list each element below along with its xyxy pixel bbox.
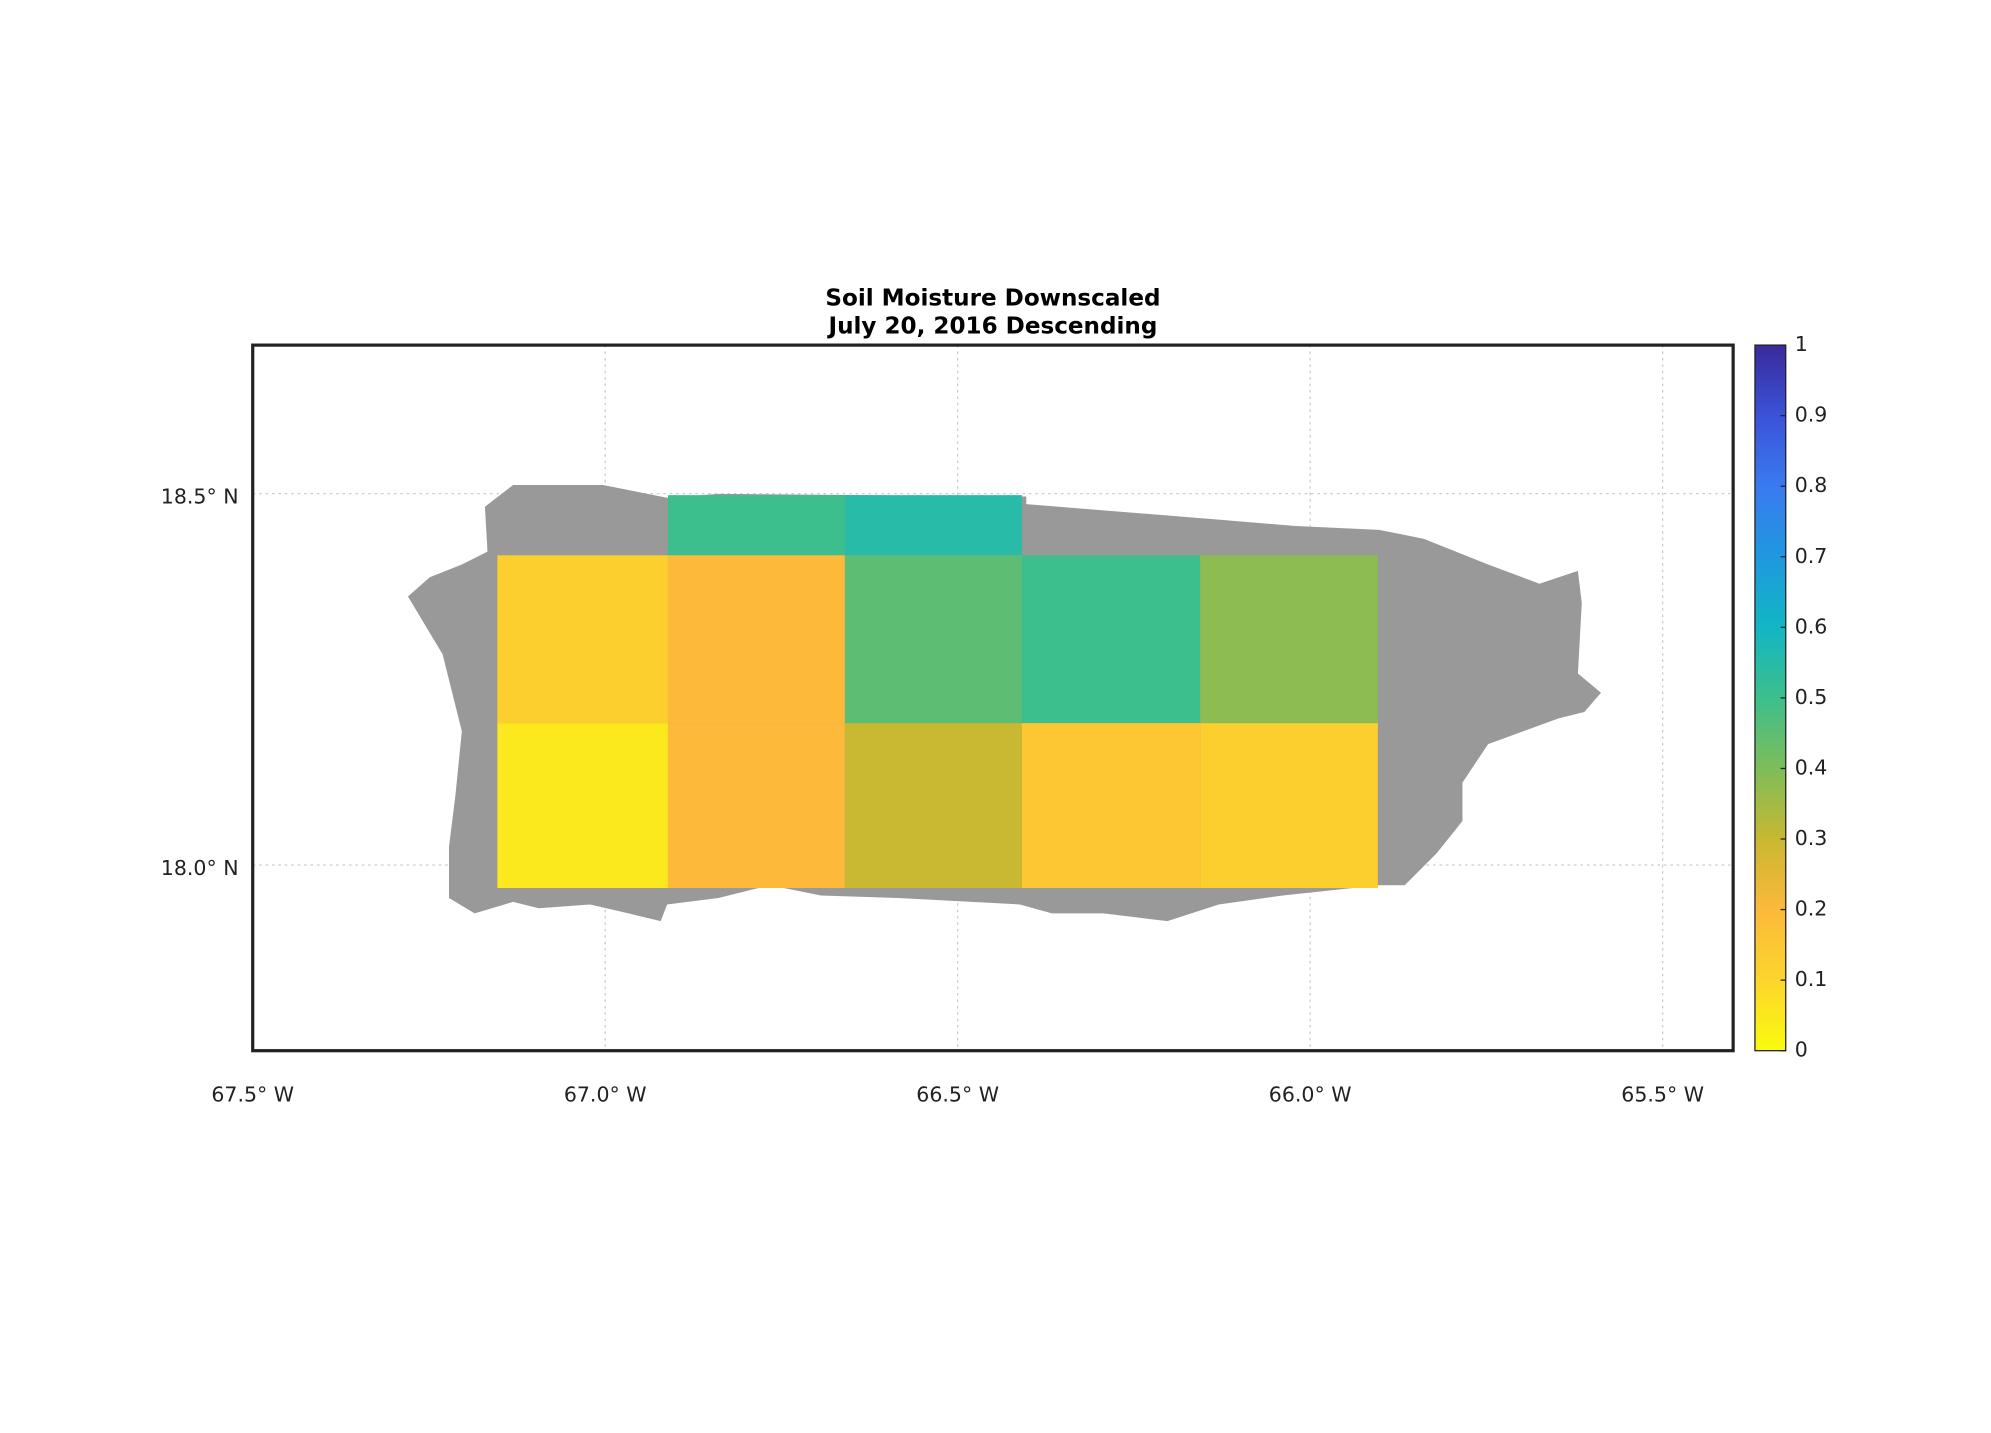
cell (1200, 555, 1378, 724)
x-tick-label: 66.0° W (1269, 1083, 1352, 1107)
colorbar-tick-label: 0.2 (1795, 897, 1828, 921)
colorbar-tick-label: 0 (1795, 1038, 1808, 1062)
colorbar-tick-label: 0.5 (1795, 685, 1828, 709)
x-tick-label: 67.0° W (564, 1083, 647, 1107)
chart-subtitle: July 20, 2016 Descending (826, 314, 1157, 340)
colorbar-tick-label: 0.1 (1795, 967, 1828, 991)
x-tick-label: 66.5° W (916, 1083, 999, 1107)
y-tick-label: 18.5° N (161, 485, 239, 509)
x-tick-label: 65.5° W (1621, 1083, 1704, 1107)
cell (497, 555, 668, 724)
y-tick-label: 18.0° N (161, 856, 239, 880)
cell (844, 495, 1022, 556)
cell (844, 723, 1022, 889)
cell (667, 555, 845, 724)
cell (1021, 555, 1201, 724)
cell (1200, 723, 1378, 889)
cell (497, 723, 668, 889)
heatmap (497, 495, 1378, 889)
cell (1021, 723, 1201, 889)
colorbar-tick-label: 0.4 (1795, 755, 1828, 779)
x-tick-label: 67.5° W (211, 1083, 294, 1107)
cell (844, 555, 1022, 724)
cell (667, 495, 845, 556)
axes-frame (251, 343, 1735, 1053)
colorbar-tick-label: 0.6 (1795, 614, 1828, 638)
cell (667, 723, 845, 889)
colorbar-tick-label: 0.3 (1795, 826, 1828, 850)
chart-title: Soil Moisture Downscaled (825, 285, 1160, 311)
colorbar-tick-label: 0.9 (1795, 403, 1828, 427)
colorbar-tick-label: 0.8 (1795, 473, 1828, 497)
colorbar-tick-label: 0.7 (1795, 544, 1828, 568)
colorbar-tick-label: 1 (1795, 332, 1808, 356)
